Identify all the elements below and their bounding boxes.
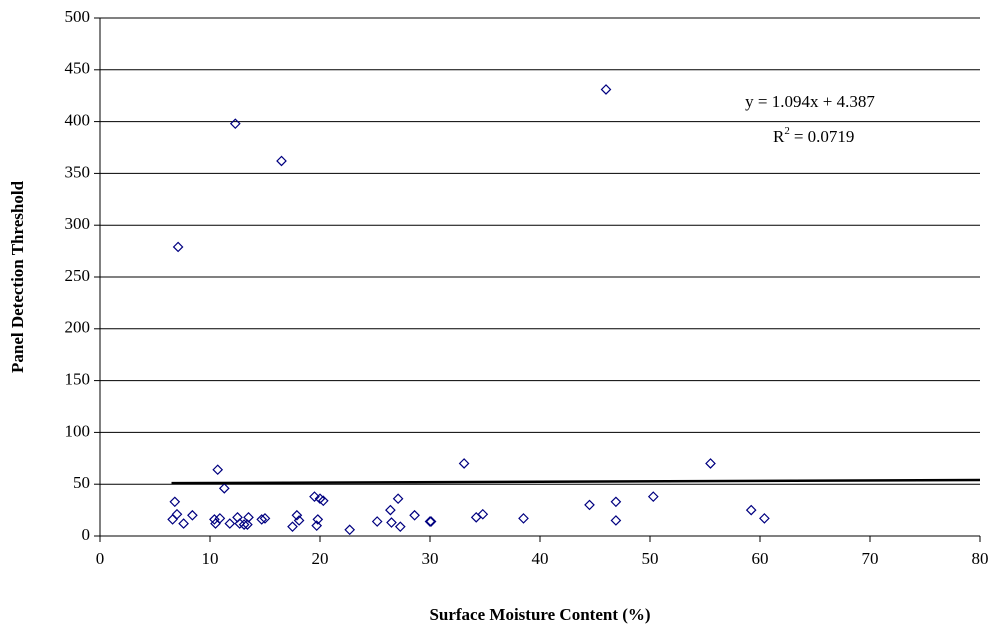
y-tick-label: 200 — [65, 318, 91, 337]
data-point — [584, 499, 595, 511]
r2-label: R — [773, 127, 785, 146]
data-point — [610, 515, 622, 526]
data-point — [214, 513, 226, 524]
data-point — [385, 504, 396, 516]
trend-equation: y = 1.094x + 4.387 — [745, 92, 875, 111]
data-point — [371, 516, 383, 527]
data-point — [311, 520, 323, 531]
data-point — [477, 508, 489, 520]
data-point — [218, 482, 230, 494]
data-point — [600, 84, 612, 95]
r-squared: R2 = 0.0719 — [773, 125, 854, 146]
trendline — [171, 478, 981, 485]
data-point — [386, 517, 397, 528]
data-point — [229, 118, 241, 130]
data-point — [243, 512, 254, 523]
data-point — [458, 458, 470, 469]
data-point — [224, 518, 236, 529]
data-point — [394, 521, 406, 533]
data-point — [409, 509, 420, 521]
data-point — [317, 495, 329, 507]
data-point — [171, 508, 183, 520]
data-point — [256, 514, 268, 525]
data-point — [259, 513, 271, 524]
data-point — [212, 464, 224, 476]
data-point — [242, 519, 253, 530]
data-point — [187, 509, 198, 521]
data-point — [424, 516, 436, 527]
data-point — [470, 512, 482, 523]
x-tick-label: 30 — [422, 549, 439, 568]
y-tick-label: 450 — [65, 59, 91, 78]
data-point — [425, 516, 437, 527]
data-point — [209, 514, 220, 525]
y-tick-label: 350 — [65, 162, 91, 181]
data-point — [291, 509, 303, 521]
data-point — [745, 504, 757, 516]
data-point — [392, 493, 404, 505]
y-tick-label: 150 — [65, 370, 91, 389]
x-tick-label: 40 — [532, 549, 549, 568]
data-point — [312, 514, 324, 525]
x-tick-label: 20 — [312, 549, 329, 568]
data-point — [610, 496, 622, 508]
y-tick-label: 250 — [65, 266, 91, 285]
data-point — [344, 524, 356, 536]
y-axis-title: Panel Detection Threshold — [8, 180, 27, 373]
y-tick-label: 400 — [65, 111, 91, 130]
x-tick-label: 50 — [642, 549, 659, 568]
r2-sup: 2 — [784, 125, 790, 137]
data-point — [172, 241, 184, 253]
data-point — [647, 491, 659, 502]
y-tick-label: 300 — [65, 214, 91, 233]
y-tick-label: 50 — [73, 473, 90, 492]
data-point — [169, 496, 181, 508]
x-tick-label: 10 — [202, 549, 219, 568]
data-point — [287, 521, 298, 533]
y-tick-label: 500 — [65, 7, 91, 26]
y-tick-label: 0 — [82, 525, 91, 544]
data-point — [167, 514, 178, 525]
data-point — [759, 513, 770, 524]
data-point — [276, 155, 287, 167]
r2-value: = 0.0719 — [794, 127, 855, 146]
data-point — [705, 458, 716, 469]
x-tick-label: 80 — [972, 549, 989, 568]
data-point — [293, 515, 305, 526]
x-tick-label: 60 — [752, 549, 769, 568]
x-tick-label: 70 — [862, 549, 879, 568]
data-point — [518, 513, 529, 524]
x-axis-title: Surface Moisture Content (%) — [429, 605, 650, 624]
data-point — [238, 519, 250, 530]
y-tick-label: 100 — [65, 421, 91, 440]
x-tick-label: 0 — [96, 549, 105, 568]
data-point — [309, 491, 320, 502]
data-point — [178, 518, 189, 529]
